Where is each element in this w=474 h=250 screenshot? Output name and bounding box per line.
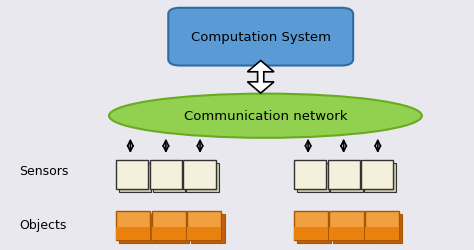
Text: Objects: Objects bbox=[19, 218, 66, 232]
Bar bbox=[152, 211, 186, 240]
Ellipse shape bbox=[109, 94, 422, 138]
Bar bbox=[150, 160, 182, 189]
Bar bbox=[155, 214, 189, 243]
Bar bbox=[183, 160, 216, 189]
Bar bbox=[297, 214, 331, 243]
Bar bbox=[328, 160, 360, 189]
Polygon shape bbox=[247, 61, 274, 94]
Text: Communication network: Communication network bbox=[184, 110, 347, 123]
Bar bbox=[294, 227, 328, 240]
Bar bbox=[116, 227, 150, 240]
Bar bbox=[330, 163, 363, 192]
Bar bbox=[297, 163, 329, 192]
Bar bbox=[365, 211, 399, 240]
Bar bbox=[294, 160, 326, 189]
Bar bbox=[152, 227, 186, 240]
Bar bbox=[116, 211, 150, 240]
Bar bbox=[116, 160, 148, 189]
Bar bbox=[329, 227, 364, 240]
Bar bbox=[329, 211, 364, 240]
Bar bbox=[119, 163, 151, 192]
Text: Sensors: Sensors bbox=[19, 165, 68, 178]
Bar bbox=[361, 160, 393, 189]
Bar bbox=[119, 214, 154, 243]
Bar bbox=[364, 163, 396, 192]
Bar bbox=[368, 214, 402, 243]
Bar bbox=[153, 163, 185, 192]
Bar bbox=[187, 227, 221, 240]
Bar bbox=[365, 227, 399, 240]
FancyBboxPatch shape bbox=[168, 9, 353, 66]
Bar bbox=[191, 214, 225, 243]
Bar bbox=[187, 211, 221, 240]
Bar bbox=[333, 214, 367, 243]
Text: Computation System: Computation System bbox=[191, 31, 331, 44]
Bar bbox=[186, 163, 219, 192]
Bar bbox=[294, 211, 328, 240]
